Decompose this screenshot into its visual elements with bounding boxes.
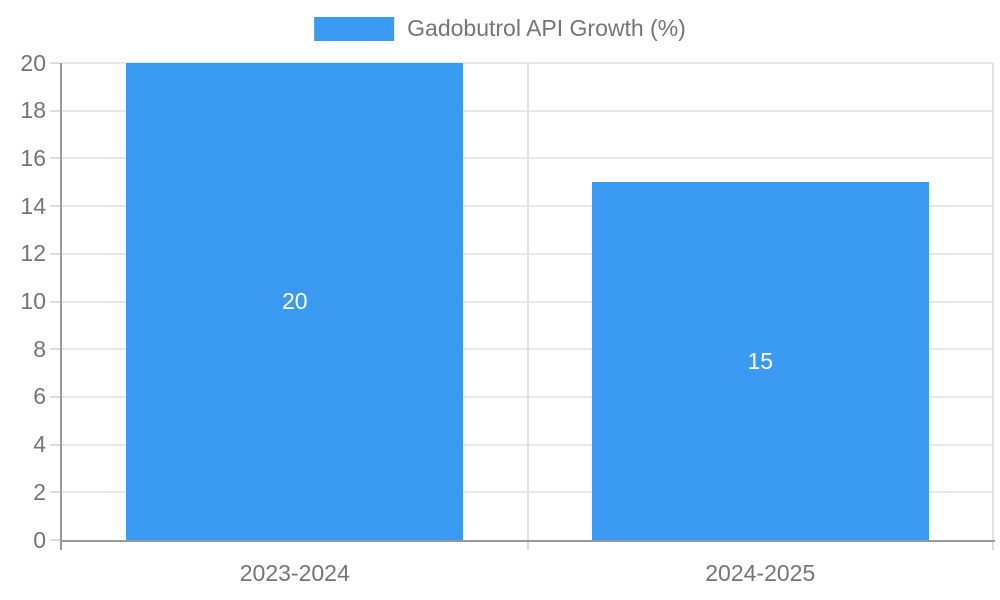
y-axis-tick-label: 14	[20, 192, 46, 219]
x-axis-label: 2024-2025	[705, 560, 816, 586]
y-axis-tick-label: 0	[33, 526, 46, 553]
y-axis-tick-label: 4	[33, 431, 46, 458]
y-axis-tick-label: 18	[20, 97, 46, 124]
y-tick-mark	[50, 205, 60, 208]
x-axis-line	[60, 540, 995, 542]
legend[interactable]: Gadobutrol API Growth (%)	[314, 15, 686, 42]
y-tick-mark	[50, 109, 60, 112]
legend-label: Gadobutrol API Growth (%)	[407, 15, 686, 41]
y-axis-tick-label: 10	[20, 288, 46, 314]
y-tick-mark	[50, 348, 60, 351]
y-axis-tick-label: 12	[20, 240, 46, 267]
gridline-vertical	[992, 63, 994, 540]
y-tick-mark	[50, 157, 60, 160]
plot-area: 0 2 4 6 8 10 12 14 16 18 20 20 2023-2024 15 2024-2025	[20, 51, 995, 586]
y-axis-tick-label: 16	[20, 144, 46, 171]
y-tick-mark	[50, 443, 60, 446]
y-axis-tick-label: 2	[33, 478, 46, 505]
y-tick-mark	[50, 300, 60, 303]
y-axis-tick-label: 6	[33, 383, 46, 410]
y-tick-mark	[50, 62, 60, 64]
y-tick-mark	[50, 539, 60, 541]
y-axis-tick-label: 8	[33, 335, 46, 362]
y-tick-mark	[50, 395, 60, 398]
y-axis-line	[60, 63, 62, 550]
x-axis-label: 2023-2024	[239, 560, 350, 586]
legend-swatch	[314, 16, 395, 41]
gridline-vertical	[526, 63, 529, 540]
y-tick-mark	[50, 491, 60, 494]
bar[interactable]: 20	[126, 63, 464, 540]
bar[interactable]: 15	[591, 182, 929, 540]
bar-value-label: 15	[747, 347, 774, 374]
x-tick-mark	[992, 542, 994, 550]
y-tick-mark	[50, 252, 60, 255]
y-axis-tick-label: 20	[20, 49, 46, 76]
x-tick-mark	[526, 542, 529, 550]
bar-value-label: 20	[281, 288, 308, 314]
